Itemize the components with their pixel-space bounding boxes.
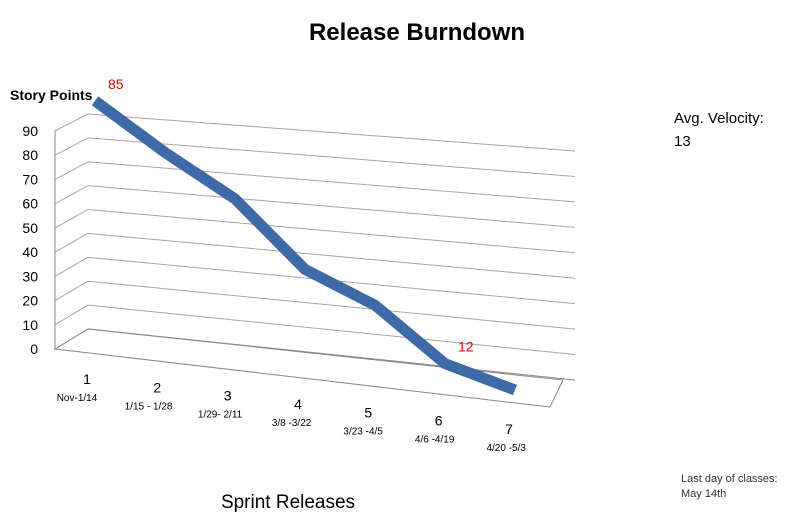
y-tick-label: 40 (22, 244, 38, 260)
grid (53, 113, 576, 408)
gridline-side (54, 137, 89, 156)
x-tick-number: 2 (153, 379, 161, 395)
data-label: 85 (108, 76, 124, 92)
x-tick-number: 3 (224, 388, 232, 404)
x-tick-range: 1/15 - 1/28 (125, 401, 173, 412)
y-tick-label: 60 (22, 196, 38, 212)
series-line (91, 96, 517, 396)
x-tick-number: 4 (294, 396, 302, 412)
gridline (87, 232, 576, 279)
y-tick-label: 30 (22, 268, 38, 284)
y-tick-label: 0 (30, 341, 38, 357)
y-axis-label: Story Points (10, 87, 93, 103)
y-tick-label: 80 (22, 147, 38, 163)
gridline-side (54, 113, 89, 132)
x-tick-range: 3/8 -3/22 (272, 418, 312, 429)
avg-velocity-value: 13 (674, 133, 691, 150)
x-ticks: 1 Nov-1/14 2 1/15 - 1/28 3 1/29- 2/11 4 3/8 -3/… (57, 371, 527, 454)
gridline-side (54, 233, 89, 253)
gridline-side (54, 185, 89, 205)
x-tick-range: 3/23 -4/5 (343, 426, 383, 437)
footnote-line-2: May 14th (681, 488, 726, 500)
y-tick-label: 10 (22, 317, 38, 333)
x-tick-number: 6 (435, 413, 443, 429)
gridline-side (54, 209, 89, 229)
chart-title: Release Burndown (309, 19, 525, 46)
y-tick-label: 70 (22, 171, 38, 187)
y-tick-label: 50 (22, 220, 38, 236)
footnote-line-1: Last day of classes: (681, 473, 778, 485)
series (91, 96, 517, 396)
gridline (87, 161, 576, 203)
x-tick-number: 5 (364, 404, 372, 420)
gridline-side (54, 161, 89, 180)
gridline (87, 280, 576, 330)
data-labels: 85 12 (108, 76, 474, 355)
x-tick-range: 4/6 -4/19 (415, 435, 455, 446)
gridline-side (54, 280, 89, 301)
gridline (87, 137, 576, 177)
y-tick-label: 90 (22, 123, 38, 139)
gridline (87, 113, 576, 152)
x-axis-label: Sprint Releases (221, 492, 355, 513)
y-ticks: 0 10 20 30 40 50 60 70 80 90 (22, 123, 38, 357)
x-tick-range: 1/29- 2/11 (198, 410, 243, 421)
data-label: 12 (458, 339, 474, 355)
gridline (87, 209, 576, 254)
x-tick-number: 7 (505, 421, 513, 437)
x-tick-number: 1 (83, 371, 91, 387)
avg-velocity-label: Avg. Velocity: (674, 110, 764, 127)
gridline (87, 185, 576, 228)
x-tick-range: 4/20 -5/3 (486, 443, 526, 454)
x-tick-range: Nov-1/14 (57, 393, 98, 404)
floor-plane (53, 328, 564, 408)
gridline-side (54, 256, 89, 277)
gridline-side (54, 304, 89, 326)
y-tick-label: 20 (22, 293, 38, 309)
gridline (87, 304, 576, 356)
